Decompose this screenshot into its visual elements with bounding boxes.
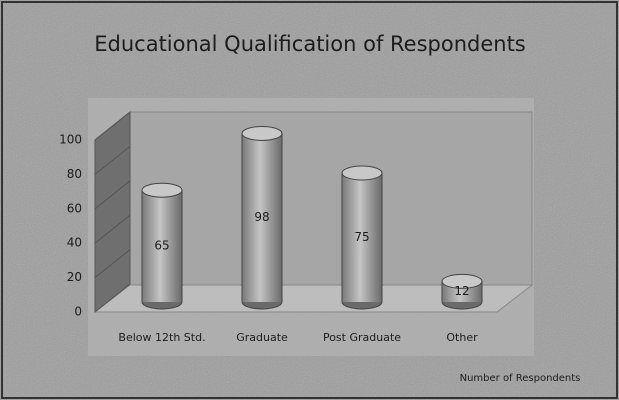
grid-line	[94, 249, 131, 278]
data-label: 65	[154, 239, 169, 253]
y-tick-label: 0	[74, 305, 82, 319]
cylinder-top	[341, 165, 383, 181]
grid-line	[94, 146, 131, 175]
bar	[342, 173, 382, 302]
y-tick-label: 40	[67, 236, 82, 250]
back-wall	[129, 111, 533, 286]
data-label: 12	[454, 284, 469, 298]
x-tick-label: Post Graduate	[323, 331, 401, 344]
cylinder-top	[441, 273, 483, 289]
x-tick-label: Other	[446, 331, 478, 344]
x-tick-label: Below 12th Std.	[118, 331, 205, 344]
y-tick-label: 100	[59, 133, 82, 147]
bar	[142, 190, 182, 302]
y-tick-label: 60	[67, 201, 82, 215]
data-label: 98	[254, 210, 269, 224]
side-wall	[94, 110, 131, 314]
grid-line	[94, 180, 131, 210]
legend-label: Number of Respondents	[460, 373, 581, 384]
y-tick-label: 20	[67, 270, 82, 284]
cylinder-top	[141, 182, 183, 198]
grid-line	[94, 111, 131, 141]
chart-title: Educational Qualification of Respondents	[94, 32, 526, 56]
y-tick-label: 80	[67, 167, 82, 181]
grid-line	[94, 214, 131, 244]
bar	[242, 133, 282, 302]
grid-line	[94, 283, 131, 313]
x-tick-label: Graduate	[236, 331, 288, 344]
data-label: 75	[354, 230, 369, 244]
cylinder-top	[241, 125, 283, 141]
floor	[93, 284, 534, 313]
